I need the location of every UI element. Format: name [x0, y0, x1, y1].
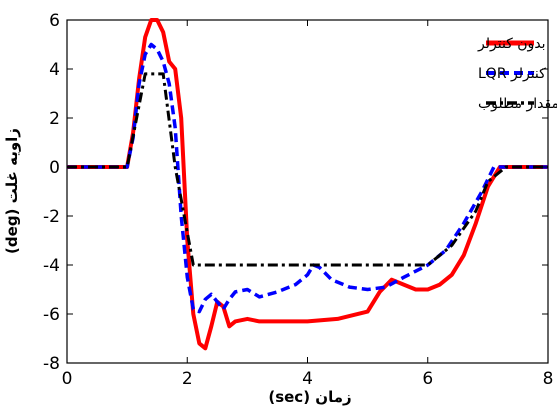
x-tick-label: 0 — [62, 369, 73, 389]
series-line-1 — [67, 42, 548, 314]
x-axis-title: زمان (sec) — [268, 388, 351, 406]
y-tick-label: 0 — [49, 158, 60, 178]
legend: بدون کنترلر کنترلر LQR مقدار مطلوب — [477, 36, 557, 112]
x-tick-label: 4 — [302, 369, 313, 389]
series-line-0 — [67, 18, 548, 351]
y-tick-label: -8 — [43, 354, 60, 374]
y-axis-title: زاویه غلت (deg) — [3, 128, 21, 254]
tick-layer: 0 2 4 6 8 6 4 2 0 -2 -4 -6 -8 — [43, 11, 553, 389]
x-tick-label: 6 — [422, 369, 433, 389]
x-tick-label: 8 — [543, 369, 554, 389]
y-tick-label: 6 — [49, 11, 60, 31]
y-tick-label: -2 — [43, 207, 60, 227]
legend-label-desired: مقدار مطلوب — [478, 96, 557, 112]
plot-frame — [66, 19, 549, 364]
legend-label-no-controller: بدون کنترلر — [477, 36, 546, 52]
legend-label-lqr: کنترلر LQR — [478, 66, 546, 82]
series-line-2 — [67, 72, 548, 267]
x-tick-label: 2 — [182, 369, 193, 389]
y-tick-label: 4 — [49, 60, 60, 80]
y-tick-label: -6 — [43, 305, 60, 325]
y-tick-label: -4 — [43, 256, 60, 276]
series-layer — [67, 18, 548, 351]
y-tick-label: 2 — [49, 109, 60, 129]
